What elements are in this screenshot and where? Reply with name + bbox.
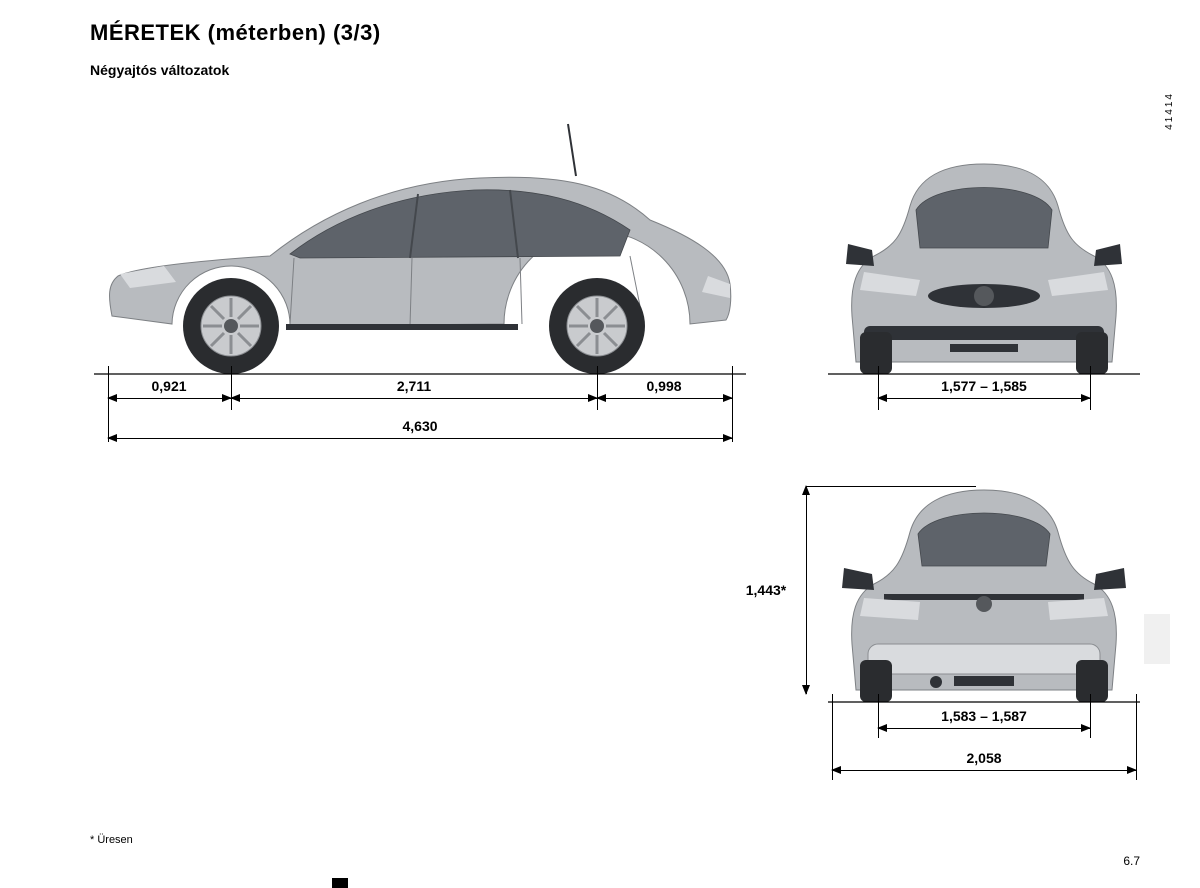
car-front-view: [824, 116, 1144, 376]
ext-line: [108, 366, 109, 442]
ext-line: [231, 366, 232, 410]
footnote: * Üresen: [90, 834, 133, 846]
dim-rear-track-label: 1,583 – 1,587: [941, 708, 1027, 724]
dim-front-overhang-label: 0,921: [151, 378, 186, 394]
page-subtitle: Négyajtós változatok: [90, 62, 1140, 78]
diagram-stage: 0,921 2,711 0,998 4,630: [90, 86, 1140, 806]
page-tab-icon: [1144, 614, 1170, 664]
dim-front-overhang: [108, 398, 231, 399]
dim-wheelbase-label: 2,711: [397, 378, 431, 394]
dim-rear-overhang-label: 0,998: [646, 378, 681, 394]
dim-rear-width-label: 2,058: [966, 750, 1001, 766]
crop-mark-icon: [332, 878, 348, 888]
page-title: MÉRETEK (méterben) (3/3): [90, 20, 1140, 46]
ext-line: [806, 486, 976, 487]
dim-overall-length: [108, 438, 732, 439]
ext-line: [732, 366, 733, 442]
dim-rear-height: [806, 486, 807, 694]
dim-wheelbase: [231, 398, 597, 399]
dim-front-track: [878, 398, 1090, 399]
car-rear-view: [824, 444, 1144, 704]
ext-line: [878, 366, 879, 410]
car-side-view: [90, 116, 750, 376]
page: MÉRETEK (méterben) (3/3) Négyajtós válto…: [0, 0, 1200, 888]
dim-overall-length-label: 4,630: [402, 418, 437, 434]
dim-front-track-label: 1,577 – 1,585: [941, 378, 1027, 394]
document-code: 41414: [1164, 92, 1175, 130]
dim-rear-track: [878, 728, 1090, 729]
ext-line: [597, 366, 598, 410]
dim-rear-height-label: 1,443*: [746, 582, 786, 598]
dim-rear-overhang: [597, 398, 732, 399]
page-number: 6.7: [1123, 854, 1140, 868]
ext-line: [1090, 366, 1091, 410]
dim-rear-width: [832, 770, 1136, 771]
